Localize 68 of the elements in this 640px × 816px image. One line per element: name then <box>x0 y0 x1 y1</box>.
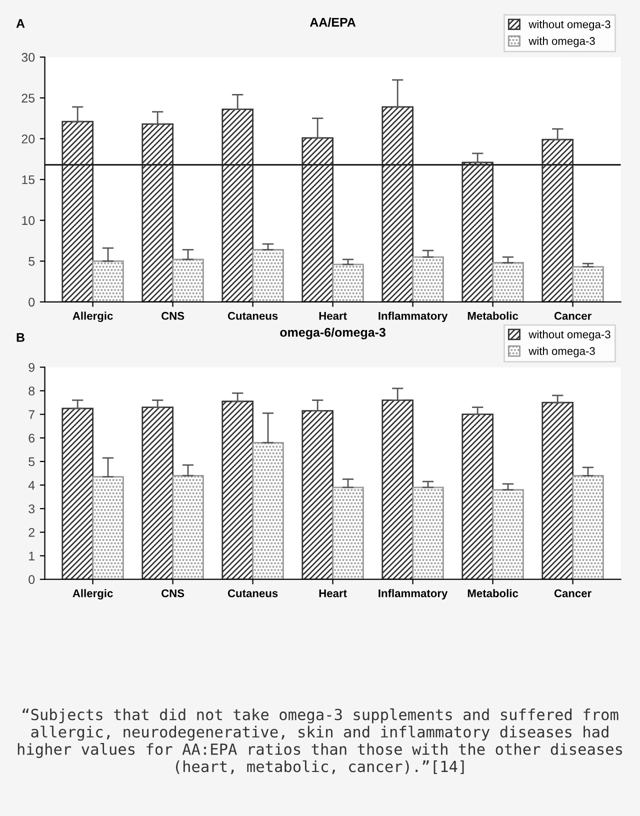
x-tick-label: Metabolic <box>468 312 518 320</box>
text: B <box>16 333 24 342</box>
bar <box>572 474 604 580</box>
x-tick-label: CNS <box>162 312 184 320</box>
legend-label: with omega-3 <box>528 346 595 358</box>
bar <box>492 262 524 302</box>
bar <box>332 264 364 302</box>
text: A <box>16 19 25 28</box>
y-tick-label: 8 <box>28 386 35 396</box>
y-tick-label: 10 <box>22 216 35 225</box>
y-tick-label: 1 <box>29 552 34 560</box>
bar <box>92 476 124 580</box>
bar <box>462 162 494 302</box>
x-tick-label: Cutaneus <box>228 589 278 598</box>
chart-title: omega-6/omega-3 <box>280 328 386 340</box>
x-tick-label: Heart <box>319 312 347 320</box>
bar <box>462 414 494 580</box>
bar <box>382 106 414 302</box>
bar <box>222 108 254 302</box>
legend-label: with omega-3 <box>528 36 595 48</box>
bar <box>492 489 524 580</box>
bar <box>332 486 364 580</box>
x-tick-label: Cancer <box>554 589 592 598</box>
bar <box>172 474 204 580</box>
bar <box>412 486 444 580</box>
y-tick-label: 9 <box>28 363 34 372</box>
y-tick-label: 0 <box>28 575 35 584</box>
x-tick-label: Cutaneus <box>228 312 278 320</box>
bar <box>92 260 124 302</box>
bar <box>172 258 204 302</box>
bar <box>382 400 414 580</box>
y-tick-label: 7 <box>28 410 34 419</box>
x-tick-label: CNS <box>162 589 184 598</box>
chart-title: AA/EPA <box>310 18 356 27</box>
bar <box>412 256 444 302</box>
x-tick-label: Heart <box>319 589 347 598</box>
legend-label: without omega-3 <box>528 20 610 30</box>
legend-label: without omega-3 <box>528 330 610 341</box>
y-tick-label: 15 <box>22 175 35 184</box>
y-tick-label: 6 <box>28 434 35 443</box>
x-tick-label: Inflammatory <box>378 312 448 322</box>
bar <box>542 138 574 302</box>
bar <box>572 266 604 302</box>
x-tick-label: Allergic <box>72 312 113 322</box>
bar <box>142 406 174 580</box>
bar <box>542 402 574 580</box>
y-tick-label: 30 <box>22 52 35 62</box>
x-tick-label: Cancer <box>554 312 592 320</box>
x-tick-label: Metabolic <box>468 589 518 598</box>
y-tick-label: 20 <box>22 134 35 144</box>
y-tick-label: 5 <box>28 257 35 266</box>
y-tick-label: 2 <box>28 528 34 537</box>
x-tick-label: Allergic <box>72 589 113 600</box>
y-tick-label: 0 <box>28 298 35 307</box>
y-tick-label: 5 <box>28 457 35 466</box>
x-tick-label: Inflammatory <box>378 589 448 600</box>
y-tick-label: 3 <box>28 504 35 514</box>
bar <box>302 410 334 580</box>
bar <box>222 400 254 580</box>
y-tick-label: 4 <box>28 480 35 490</box>
bar <box>142 123 174 302</box>
bar <box>302 137 334 302</box>
bar <box>62 120 94 302</box>
y-tick-label: 25 <box>22 94 35 103</box>
bar <box>252 249 284 302</box>
bar <box>252 442 284 580</box>
text: “Subjects that did not take omega-3 supplements and suffered from allergic, neurodegenerative, skin and inflammatory diseases had higher values for AA:EPA ratios than those with the other diseases (heart, metabolic, cancer).”[14] <box>18 708 622 774</box>
bar <box>62 408 94 580</box>
